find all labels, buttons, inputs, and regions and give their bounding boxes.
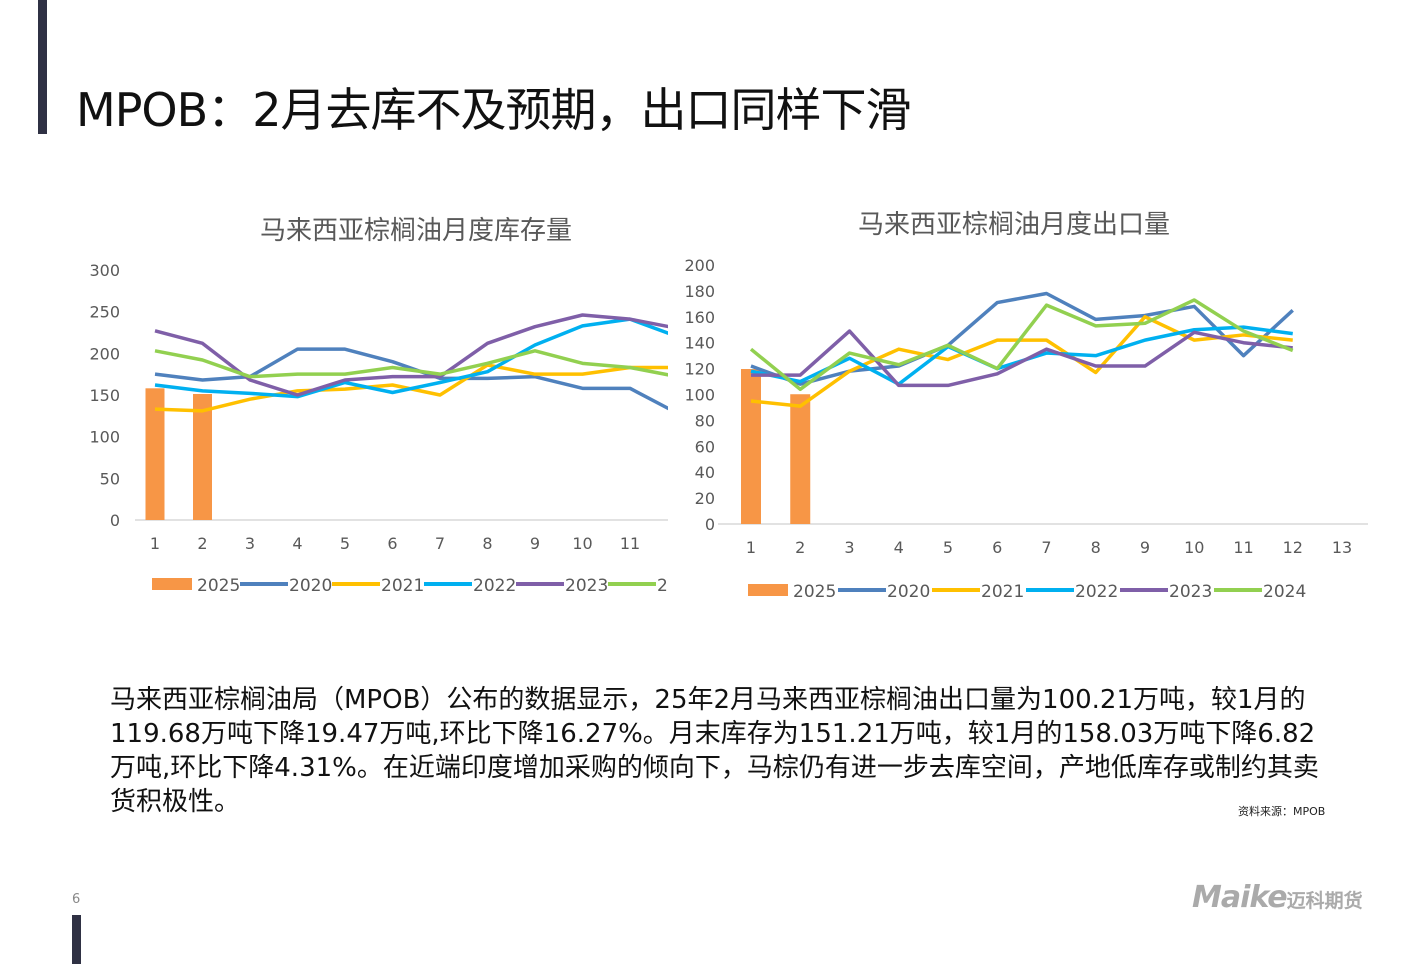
y-tick-label: 160: [684, 308, 715, 327]
logo-cn: 迈科期货: [1286, 890, 1363, 912]
x-tick-label: 10: [572, 534, 592, 553]
y-tick-label: 60: [695, 437, 715, 456]
slide-title: MPOB：2月去库不及预期，出口同样下滑: [76, 83, 911, 137]
bar-2025: [145, 388, 165, 520]
y-tick-label: 100: [684, 386, 715, 405]
summary-paragraph: 马来西亚棕榈油局（MPOB）公布的数据显示，25年2月马来西亚棕榈油出口量为10…: [110, 685, 1319, 817]
maike-logo: Maike迈科期货: [1192, 880, 1363, 915]
legend-swatch-2025: [152, 578, 192, 590]
legend-label-2022: 2022: [473, 576, 516, 596]
line-2021: [154, 363, 668, 413]
x-tick-label: 5: [943, 538, 953, 557]
x-tick-label: 11: [620, 534, 640, 553]
y-tick-label: 200: [684, 256, 715, 275]
accent-bar-bottom: [72, 915, 81, 964]
inventory-chart: 0 50 100 150 200 250 300 1 2 3 4 5 6 7 8 9 10 11 12 2025 202…: [80, 250, 668, 610]
x-tick-label: 8: [1091, 538, 1101, 557]
y-tick-label: 80: [695, 411, 715, 430]
x-tick-label: 12: [667, 534, 668, 553]
source-note: 资料来源：MPOB: [1238, 805, 1326, 818]
x-tick-label: 4: [894, 538, 904, 557]
y-tick-label: 120: [684, 360, 715, 379]
legend-label-2021: 2021: [381, 576, 424, 596]
chart-title-inventory: 马来西亚棕榈油月度库存量: [260, 216, 573, 246]
x-tick-label: 7: [1041, 538, 1051, 557]
line-2020: [750, 291, 1294, 386]
y-tick-label: 180: [684, 282, 715, 301]
x-tick-label: 4: [292, 534, 302, 553]
x-tick-label: 2: [197, 534, 207, 553]
y-tick-label: 50: [100, 469, 120, 488]
legend-label-2020: 2020: [289, 576, 332, 596]
x-tick-label: 9: [1140, 538, 1150, 557]
y-tick-label: 40: [695, 463, 715, 482]
x-tick-label: 1: [746, 538, 756, 557]
line-2022: [154, 317, 668, 399]
y-tick-label: 250: [89, 303, 120, 322]
x-tick-label: 8: [482, 534, 492, 553]
line-2024: [154, 349, 668, 379]
line-2024: [749, 298, 1294, 392]
chart-title-exports: 马来西亚棕榈油月度出口量: [858, 210, 1171, 240]
y-tick-label: 20: [695, 489, 715, 508]
legend-label-2020: 2020: [887, 582, 930, 602]
line-2023: [751, 329, 1293, 388]
y-tick-label: 0: [705, 515, 715, 534]
legend-label-2025: 2025: [793, 582, 836, 602]
x-tick-label: 3: [844, 538, 854, 557]
y-tick-label: 100: [89, 428, 120, 447]
x-tick-label: 6: [992, 538, 1002, 557]
legend-label-2023: 2023: [1169, 582, 1212, 602]
legend-label-2024: 2024: [657, 576, 668, 596]
y-tick-label: 150: [89, 386, 120, 405]
exports-chart: 0 20 40 60 80 100 120 140 160 180 200 1 2 3 4 5 6 7 8 9 10 11…: [670, 245, 1380, 615]
bar-2025: [741, 369, 761, 524]
line-2023: [154, 313, 668, 397]
legend-label-2024: 2024: [1263, 582, 1306, 602]
x-tick-label: 2: [795, 538, 805, 557]
x-tick-label: 3: [245, 534, 255, 553]
legend-label-2025: 2025: [197, 576, 240, 596]
legend-label-2021: 2021: [981, 582, 1024, 602]
x-tick-label: 10: [1184, 538, 1204, 557]
legend-label-2023: 2023: [565, 576, 608, 596]
bar-2025: [790, 394, 811, 524]
x-tick-label: 6: [387, 534, 397, 553]
y-tick-label: 0: [110, 511, 120, 530]
x-tick-label: 13: [1332, 538, 1352, 557]
bar-2025: [193, 393, 212, 520]
x-tick-label: 11: [1233, 538, 1253, 557]
x-tick-label: 9: [530, 534, 540, 553]
y-tick-label: 200: [89, 344, 120, 363]
x-tick-label: 7: [435, 534, 445, 553]
legend-label-2022: 2022: [1075, 582, 1118, 602]
y-tick-label: 300: [89, 261, 120, 280]
page-number: 6: [72, 892, 81, 907]
logo-en: Maike: [1192, 880, 1288, 915]
legend-swatch-2025: [748, 584, 788, 596]
x-tick-label: 12: [1283, 538, 1303, 557]
y-tick-label: 140: [684, 334, 715, 353]
line-2021: [750, 315, 1293, 408]
x-tick-label: 5: [340, 534, 350, 553]
x-tick-label: 1: [150, 534, 160, 553]
accent-bar-top: [38, 0, 47, 134]
